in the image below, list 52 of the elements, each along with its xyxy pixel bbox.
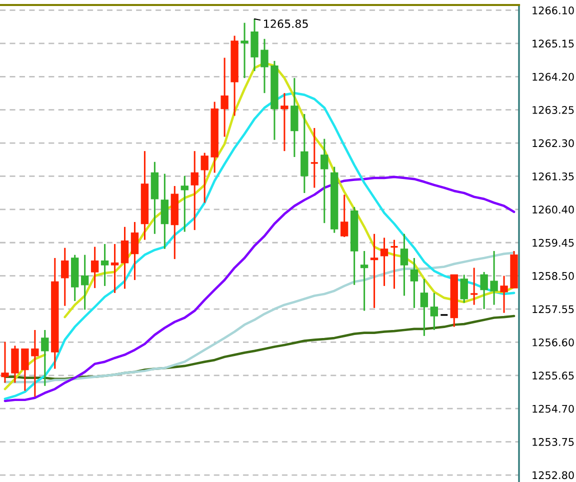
candlestick [90,246,99,289]
candlestick [310,127,319,189]
candlestick [460,274,468,304]
candlestick [180,175,188,233]
candlestick [220,57,228,138]
candlestick [160,173,169,250]
candlestick [1,341,9,384]
candlestick [190,150,198,231]
line-series [4,252,516,384]
y-tick-label: 1260.40 [532,206,574,214]
candlestick [130,221,139,281]
y-tick-label: 1262.30 [532,139,574,148]
y-tick-label: 1252.80 [532,471,574,480]
y-tick-label: 1257.55 [532,305,574,314]
candlestick [31,329,39,398]
candlestick [320,138,328,224]
candlestick [410,257,418,309]
y-tick-label: 1256.60 [532,338,574,346]
candlestick [420,278,428,337]
y-tick-label: 1263.25 [532,106,574,114]
candlestick [80,254,89,310]
candlestick [61,247,69,307]
candlestick [100,243,109,287]
candlestick [360,250,368,312]
candlestick [260,38,268,94]
candlestick [41,329,49,387]
candlestick [500,275,508,314]
candlestick [240,22,248,79]
y-tick-label: 1253.75 [532,438,574,446]
candlestick [470,267,478,306]
candlestick [370,233,378,309]
candlestick [480,271,488,310]
y-tick-label: 1265.15 [532,40,574,48]
candlestick [200,152,208,204]
annotation: 1265.85 [264,20,308,28]
y-tick-label: 1261.35 [532,172,574,180]
candlestick [400,233,408,297]
candlestick [110,243,119,294]
candlestick [340,194,348,238]
y-tick-label: 1255.65 [532,372,574,380]
candlestick [120,226,129,290]
candlestick [380,236,388,287]
y-tick-label: 1254.70 [532,404,574,413]
y-tick-label: 1266.10 [532,6,574,14]
y-tick-label: 1258.50 [532,272,574,280]
line-series [4,176,516,402]
y-tick-label: 1264.20 [532,72,574,81]
candlestick [430,292,438,331]
candlestick [280,92,288,152]
candlestick [21,348,29,392]
y-tick-label: 1259.45 [532,238,574,247]
candlestick [490,250,498,306]
